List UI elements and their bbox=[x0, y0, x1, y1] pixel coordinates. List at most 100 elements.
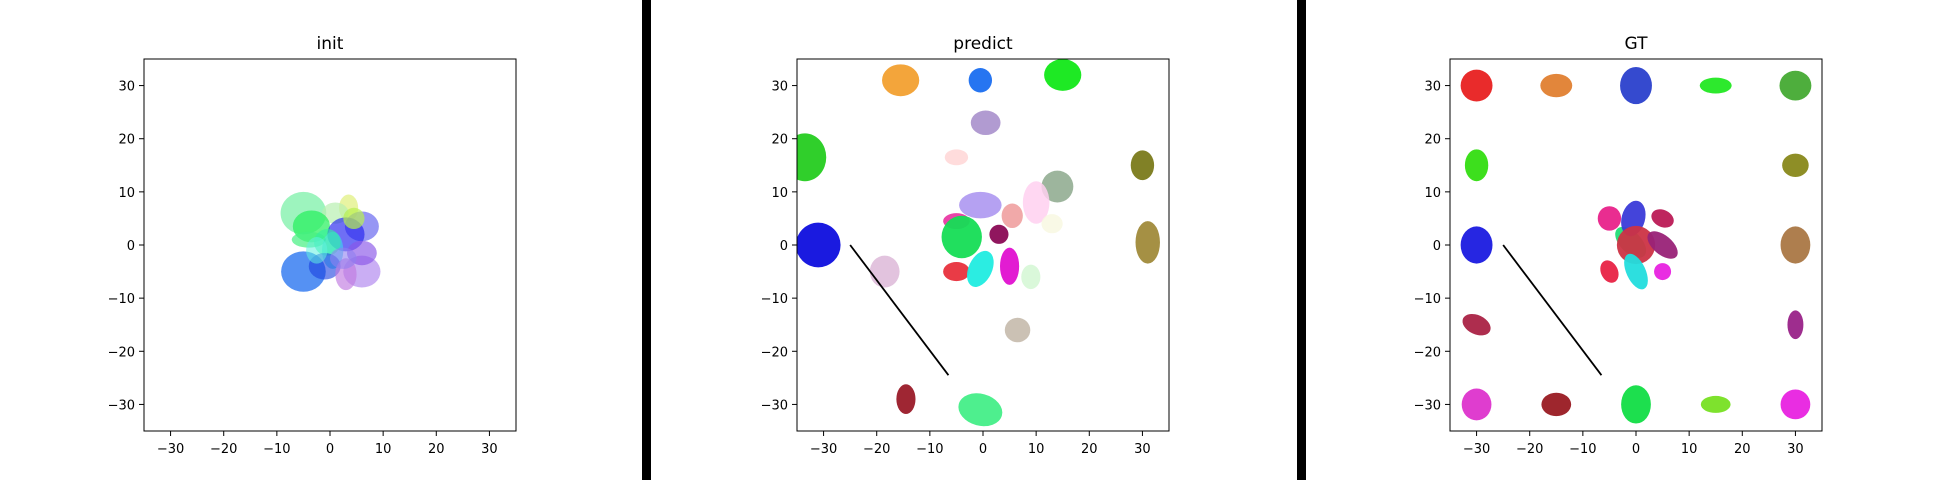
ellipse-mark-9 bbox=[1041, 214, 1063, 234]
x-tick-label: 30 bbox=[481, 442, 498, 457]
ellipse-mark-14 bbox=[1700, 395, 1731, 413]
x-tick-label: −10 bbox=[916, 442, 943, 457]
x-tick-label: 10 bbox=[375, 442, 392, 457]
ellipse-mark-4 bbox=[1779, 70, 1812, 101]
ellipse-mark-3 bbox=[970, 110, 1001, 135]
panel-separator-1 bbox=[1297, 0, 1306, 480]
y-tick-label: −20 bbox=[761, 345, 788, 360]
ellipse-mark-7 bbox=[343, 207, 365, 230]
ellipse-mark-16 bbox=[306, 237, 328, 264]
ellipse-mark-12 bbox=[1541, 392, 1572, 417]
ellipse-mark-11 bbox=[1461, 388, 1492, 421]
x-tick-label: 20 bbox=[428, 442, 445, 457]
panel-title: predict bbox=[953, 34, 1013, 54]
y-tick-label: 10 bbox=[118, 186, 135, 201]
ellipse-mark-24 bbox=[958, 393, 1003, 427]
ellipse-mark-1 bbox=[968, 68, 993, 93]
panel-separator-0 bbox=[642, 0, 651, 480]
ellipse-mark-18 bbox=[943, 262, 970, 282]
panel-1: −30 −20 −10 0 10 20 30 −30 −20 −10 0 10 20 30 predict bbox=[761, 34, 1170, 457]
ellipse-mark-20 bbox=[1616, 225, 1656, 265]
ellipse-mark-0 bbox=[882, 64, 920, 97]
ellipse-mark-4 bbox=[797, 133, 827, 182]
x-tick-label: −30 bbox=[157, 442, 184, 457]
ellipse-mark-11 bbox=[1001, 203, 1023, 228]
panel-2: −30 −20 −10 0 10 20 30 −30 −20 −10 0 10 20 30 GT bbox=[1414, 34, 1823, 457]
y-tick-label: −10 bbox=[761, 292, 788, 307]
ellipse-mark-7 bbox=[1460, 226, 1493, 264]
ellipse-mark-14 bbox=[989, 224, 1009, 244]
y-tick-label: −30 bbox=[1414, 398, 1441, 413]
y-tick-label: 30 bbox=[771, 80, 788, 95]
ellipse-mark-2 bbox=[1620, 66, 1652, 105]
data-layer bbox=[797, 59, 1160, 427]
ellipse-mark-24 bbox=[1654, 263, 1672, 281]
x-tick-label: 20 bbox=[1734, 442, 1751, 457]
ellipse-mark-13 bbox=[941, 215, 982, 259]
ellipse-mark-5 bbox=[1464, 149, 1489, 182]
ellipse-mark-23 bbox=[1624, 253, 1648, 290]
y-tick-label: −30 bbox=[761, 398, 788, 413]
ellipse-mark-22 bbox=[1004, 317, 1031, 343]
x-tick-label: −20 bbox=[210, 442, 237, 457]
x-tick-label: −10 bbox=[1569, 442, 1596, 457]
x-tick-label: 10 bbox=[1028, 442, 1045, 457]
ellipse-mark-1 bbox=[1540, 73, 1573, 98]
y-tick-label: −20 bbox=[108, 345, 135, 360]
x-tick-label: 0 bbox=[326, 442, 334, 457]
y-tick-label: 0 bbox=[1433, 239, 1441, 254]
ellipse-mark-10 bbox=[959, 191, 1002, 219]
y-tick-label: −10 bbox=[1414, 292, 1441, 307]
x-tick-label: 10 bbox=[1681, 442, 1698, 457]
line-mark-0 bbox=[1502, 244, 1603, 376]
x-tick-label: −20 bbox=[1516, 442, 1543, 457]
ellipse-mark-22 bbox=[1600, 260, 1619, 283]
y-tick-label: −20 bbox=[1414, 345, 1441, 360]
ellipse-mark-10 bbox=[1787, 310, 1804, 340]
y-tick-label: 10 bbox=[771, 186, 788, 201]
ellipse-mark-5 bbox=[944, 149, 969, 166]
ellipse-mark-20 bbox=[1000, 247, 1020, 285]
ellipse-mark-21 bbox=[1021, 264, 1041, 290]
y-tick-label: 30 bbox=[1424, 80, 1441, 95]
ellipse-mark-9 bbox=[1462, 314, 1491, 336]
panel-0: −30 −20 −10 0 10 20 30 −30 −20 −10 0 10 20 30 init bbox=[108, 34, 517, 457]
ellipse-mark-8 bbox=[1780, 226, 1811, 264]
x-tick-label: 0 bbox=[1632, 442, 1640, 457]
x-tick-label: −30 bbox=[810, 442, 837, 457]
ellipse-mark-0 bbox=[1460, 69, 1493, 102]
y-tick-label: 0 bbox=[127, 239, 135, 254]
ellipse-mark-23 bbox=[896, 384, 916, 414]
x-tick-label: −20 bbox=[863, 442, 890, 457]
panel-title: init bbox=[317, 34, 344, 54]
ellipse-mark-17 bbox=[869, 255, 900, 288]
ellipse-mark-16 bbox=[1597, 206, 1622, 231]
x-tick-label: 30 bbox=[1134, 442, 1151, 457]
y-tick-label: 20 bbox=[771, 133, 788, 148]
ellipse-mark-7 bbox=[1041, 170, 1074, 203]
ellipse-mark-19 bbox=[967, 250, 994, 287]
ellipse-mark-15 bbox=[1780, 389, 1811, 420]
y-tick-label: 10 bbox=[1424, 186, 1441, 201]
data-layer bbox=[1460, 66, 1812, 424]
ellipse-mark-15 bbox=[330, 247, 357, 269]
data-layer bbox=[280, 191, 381, 292]
ellipse-mark-3 bbox=[1699, 77, 1732, 94]
ellipse-mark-8 bbox=[1022, 181, 1050, 224]
ellipse-mark-2 bbox=[1044, 59, 1082, 91]
x-tick-label: 0 bbox=[979, 442, 987, 457]
y-tick-label: 0 bbox=[780, 239, 788, 254]
x-tick-label: 30 bbox=[1787, 442, 1804, 457]
ellipse-mark-21 bbox=[1647, 231, 1678, 259]
x-tick-label: −10 bbox=[263, 442, 290, 457]
ellipse-mark-13 bbox=[1621, 385, 1651, 424]
x-tick-label: 20 bbox=[1081, 442, 1098, 457]
ellipse-mark-6 bbox=[1130, 150, 1155, 181]
ellipse-mark-16 bbox=[1135, 221, 1160, 264]
panel-title: GT bbox=[1625, 34, 1649, 54]
ellipse-mark-6 bbox=[1782, 153, 1809, 177]
y-tick-label: −30 bbox=[108, 398, 135, 413]
ellipse-mark-15 bbox=[797, 222, 841, 268]
y-tick-label: −10 bbox=[108, 292, 135, 307]
